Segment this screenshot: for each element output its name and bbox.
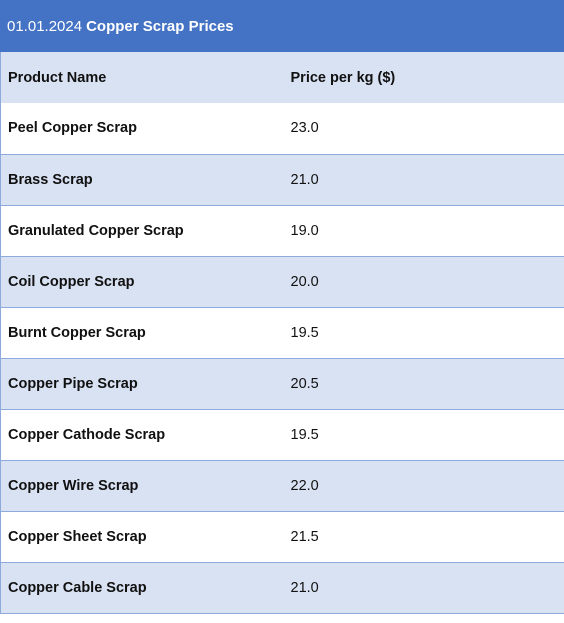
price-table: Product Name Price per kg ($) Peel Coppe…: [0, 52, 564, 614]
price-cell: 19.5: [282, 409, 564, 460]
product-name-cell: Copper Cathode Scrap: [0, 409, 283, 460]
price-cell: 21.0: [282, 154, 564, 205]
table-row: Burnt Copper Scrap 19.5: [0, 307, 564, 358]
table-body: Peel Copper Scrap 23.0 Brass Scrap 21.0 …: [0, 103, 564, 613]
product-name-cell: Copper Pipe Scrap: [0, 358, 283, 409]
table-row: Peel Copper Scrap 23.0: [0, 103, 564, 154]
product-name-cell: Copper Wire Scrap: [0, 460, 283, 511]
table-header-row: Product Name Price per kg ($): [0, 52, 564, 103]
column-header-price: Price per kg ($): [282, 52, 564, 103]
price-cell: 21.0: [282, 562, 564, 613]
table-row: Copper Sheet Scrap 21.5: [0, 511, 564, 562]
product-name-cell: Burnt Copper Scrap: [0, 307, 283, 358]
table-row: Copper Pipe Scrap 20.5: [0, 358, 564, 409]
price-cell: 23.0: [282, 103, 564, 154]
price-cell: 19.0: [282, 205, 564, 256]
title-date: 01.01.2024: [7, 17, 83, 35]
product-name-cell: Copper Sheet Scrap: [0, 511, 283, 562]
product-name-cell: Brass Scrap: [0, 154, 283, 205]
table-title: Copper Scrap Prices: [86, 17, 234, 35]
price-cell: 19.5: [282, 307, 564, 358]
price-cell: 20.0: [282, 256, 564, 307]
table-title-bar: 01.01.2024 Copper Scrap Prices: [0, 0, 564, 52]
table-row: Copper Cathode Scrap 19.5: [0, 409, 564, 460]
column-header-product-name: Product Name: [0, 52, 283, 103]
table-row: Brass Scrap 21.0: [0, 154, 564, 205]
table-row: Copper Cable Scrap 21.0: [0, 562, 564, 613]
price-cell: 22.0: [282, 460, 564, 511]
product-name-cell: Copper Cable Scrap: [0, 562, 283, 613]
product-name-cell: Coil Copper Scrap: [0, 256, 283, 307]
table-row: Coil Copper Scrap 20.0: [0, 256, 564, 307]
product-name-cell: Peel Copper Scrap: [0, 103, 283, 154]
table-row: Copper Wire Scrap 22.0: [0, 460, 564, 511]
price-cell: 20.5: [282, 358, 564, 409]
price-cell: 21.5: [282, 511, 564, 562]
product-name-cell: Granulated Copper Scrap: [0, 205, 283, 256]
table-row: Granulated Copper Scrap 19.0: [0, 205, 564, 256]
